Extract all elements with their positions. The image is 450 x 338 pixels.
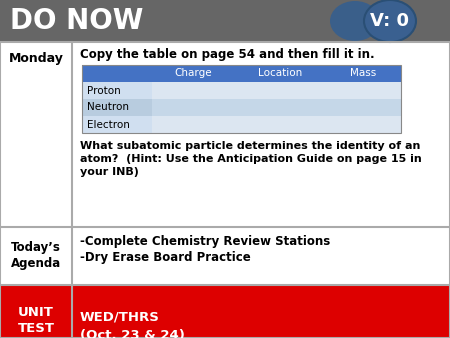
- FancyBboxPatch shape: [0, 42, 450, 285]
- Text: V: 0: V: 0: [370, 12, 410, 30]
- Text: -Complete Chemistry Review Stations: -Complete Chemistry Review Stations: [80, 235, 330, 248]
- Text: Proton: Proton: [87, 86, 121, 96]
- Text: UNIT
TEST: UNIT TEST: [18, 306, 54, 335]
- FancyBboxPatch shape: [326, 116, 401, 133]
- FancyBboxPatch shape: [152, 99, 234, 116]
- Text: Today’s
Agenda: Today’s Agenda: [11, 241, 61, 270]
- FancyBboxPatch shape: [326, 99, 401, 116]
- FancyBboxPatch shape: [82, 82, 152, 99]
- Text: Mass: Mass: [351, 69, 377, 78]
- FancyBboxPatch shape: [234, 99, 326, 116]
- FancyBboxPatch shape: [326, 65, 401, 82]
- FancyBboxPatch shape: [82, 65, 152, 82]
- Text: Electron: Electron: [87, 120, 130, 129]
- Text: WED/THRS
(Oct. 23 & 24): WED/THRS (Oct. 23 & 24): [80, 311, 185, 338]
- FancyBboxPatch shape: [82, 99, 152, 116]
- Text: What subatomic particle determines the identity of an
atom?  (Hint: Use the Anti: What subatomic particle determines the i…: [80, 141, 422, 177]
- Text: Copy the table on page 54 and then fill it in.: Copy the table on page 54 and then fill …: [80, 48, 374, 61]
- Text: Location: Location: [258, 69, 302, 78]
- FancyBboxPatch shape: [0, 0, 450, 42]
- Text: Monday: Monday: [9, 52, 63, 65]
- FancyBboxPatch shape: [152, 116, 234, 133]
- FancyBboxPatch shape: [234, 65, 326, 82]
- FancyBboxPatch shape: [326, 82, 401, 99]
- Text: DO NOW: DO NOW: [10, 7, 144, 35]
- FancyBboxPatch shape: [152, 82, 234, 99]
- FancyBboxPatch shape: [234, 82, 326, 99]
- FancyBboxPatch shape: [152, 65, 234, 82]
- Text: -Dry Erase Board Practice: -Dry Erase Board Practice: [80, 251, 251, 264]
- FancyBboxPatch shape: [0, 285, 450, 338]
- FancyBboxPatch shape: [234, 116, 326, 133]
- Text: Neutron: Neutron: [87, 102, 129, 113]
- Text: Charge: Charge: [174, 69, 212, 78]
- Ellipse shape: [330, 1, 380, 41]
- FancyBboxPatch shape: [82, 116, 152, 133]
- Ellipse shape: [364, 0, 416, 42]
